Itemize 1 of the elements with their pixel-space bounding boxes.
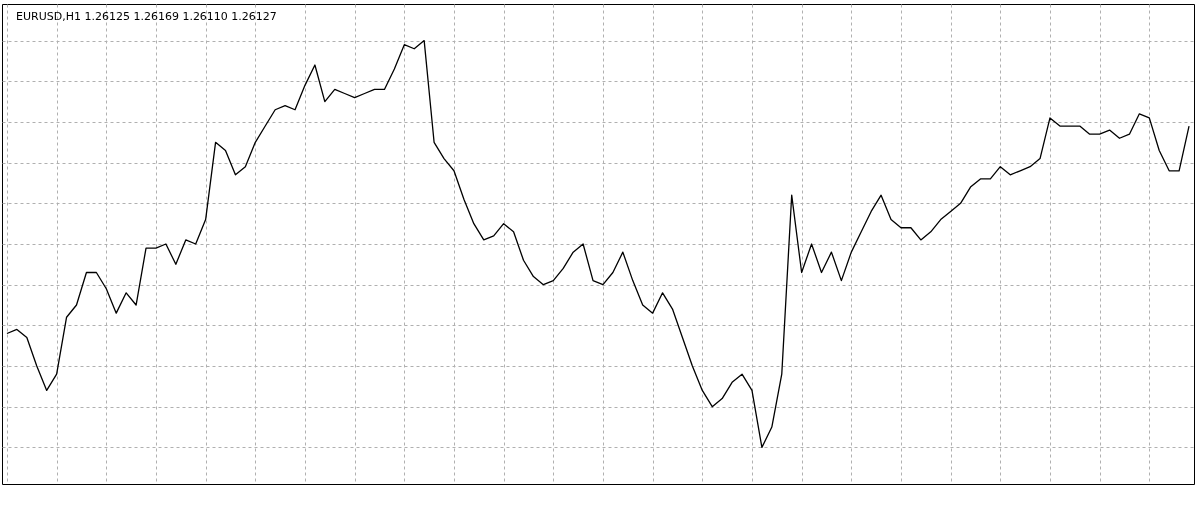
chart-title: EURUSD,H1 1.26125 1.26169 1.26110 1.26127 xyxy=(16,10,277,23)
